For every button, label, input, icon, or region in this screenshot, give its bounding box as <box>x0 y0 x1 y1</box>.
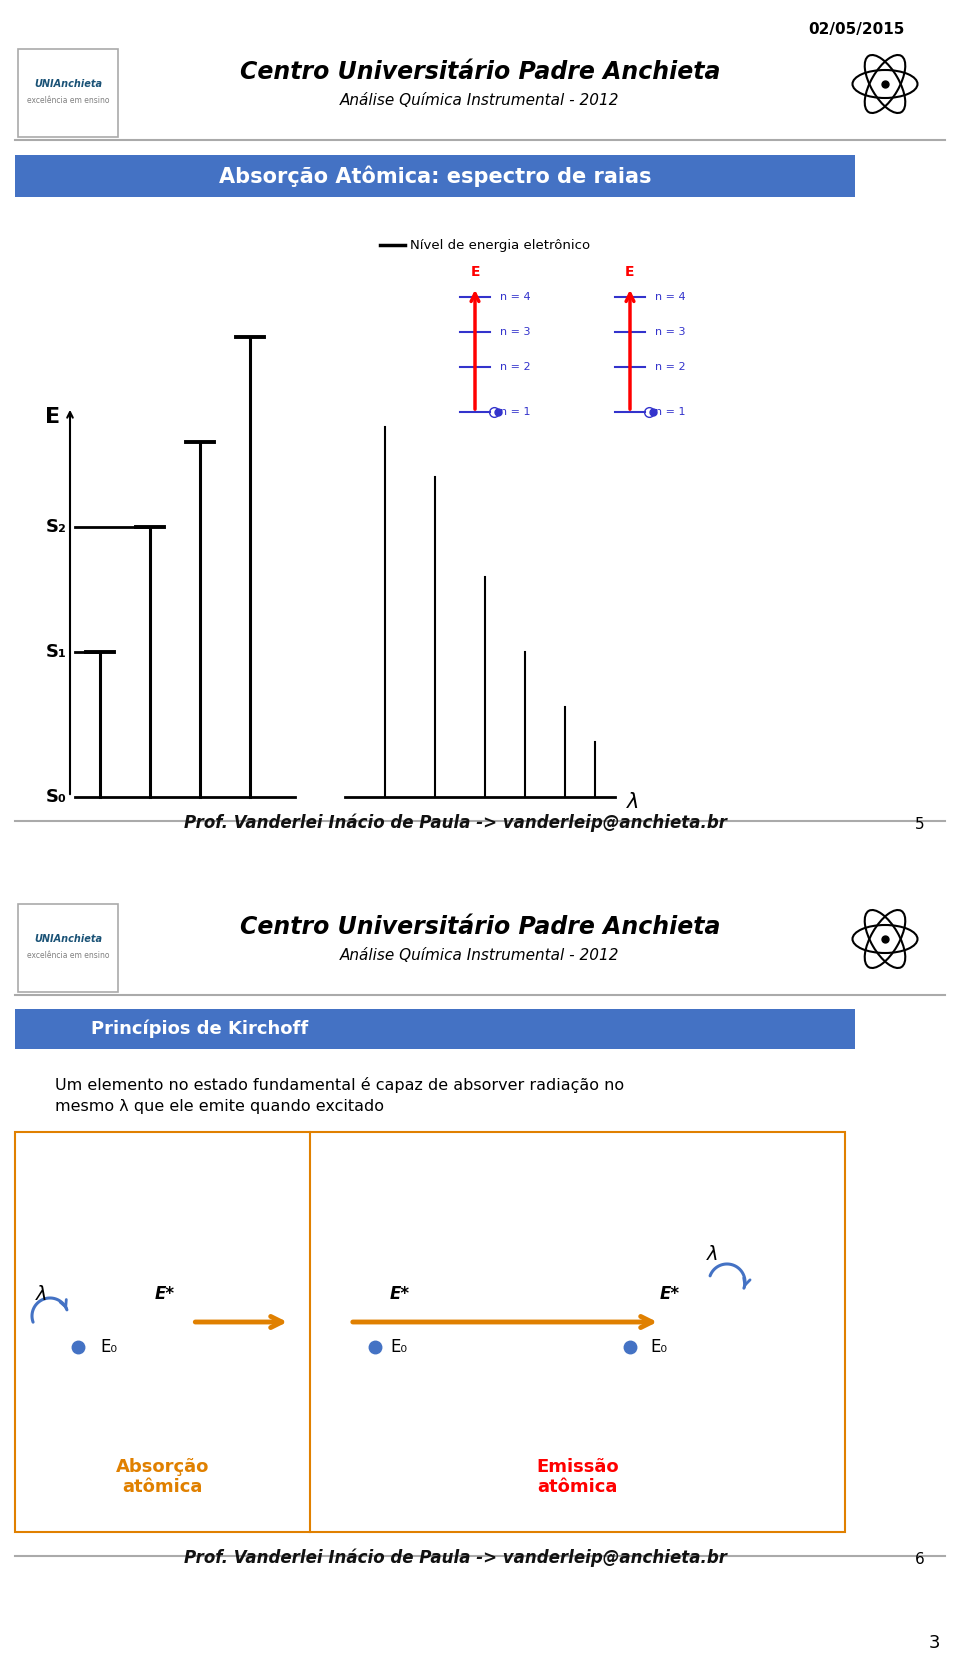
Text: E*: E* <box>390 1285 410 1303</box>
Text: Centro Universitário Padre Anchieta: Centro Universitário Padre Anchieta <box>240 916 720 939</box>
Text: n = 1: n = 1 <box>500 408 531 418</box>
Text: Prof. Vanderlei Inácio de Paula -> vanderleip@anchieta.br: Prof. Vanderlei Inácio de Paula -> vande… <box>183 1548 727 1566</box>
Text: E: E <box>625 265 635 278</box>
Text: E: E <box>45 408 60 428</box>
Text: S₀: S₀ <box>46 788 67 807</box>
Text: E₀: E₀ <box>650 1338 667 1357</box>
Text: 3: 3 <box>928 1633 940 1652</box>
Text: E₀: E₀ <box>390 1338 407 1357</box>
Text: E*: E* <box>660 1285 680 1303</box>
FancyBboxPatch shape <box>18 904 118 993</box>
FancyBboxPatch shape <box>15 1132 845 1533</box>
Text: n = 4: n = 4 <box>655 292 685 302</box>
Text: Princípios de Kirchoff: Princípios de Kirchoff <box>91 1020 308 1038</box>
Text: UNIAnchieta: UNIAnchieta <box>34 934 102 944</box>
Text: 6: 6 <box>915 1551 924 1566</box>
Text: mesmo λ que ele emite quando excitado: mesmo λ que ele emite quando excitado <box>55 1098 384 1114</box>
Text: excelência em ensino: excelência em ensino <box>27 96 109 104</box>
Text: S₁: S₁ <box>46 642 67 661</box>
Text: E₀: E₀ <box>100 1338 117 1357</box>
Text: n = 2: n = 2 <box>655 362 685 372</box>
Text: Análise Química Instrumental - 2012: Análise Química Instrumental - 2012 <box>340 948 620 963</box>
Text: λ: λ <box>627 792 639 812</box>
Text: n = 1: n = 1 <box>655 408 685 418</box>
Text: E: E <box>470 265 480 278</box>
Text: n = 3: n = 3 <box>655 327 685 337</box>
Text: Emissão
atômica: Emissão atômica <box>537 1457 619 1496</box>
Text: Um elemento no estado fundamental é capaz de absorver radiação no: Um elemento no estado fundamental é capa… <box>55 1077 624 1093</box>
Text: λ: λ <box>36 1285 48 1303</box>
Text: Absorção
atômica: Absorção atômica <box>116 1457 209 1496</box>
Text: Análise Química Instrumental - 2012: Análise Química Instrumental - 2012 <box>340 92 620 107</box>
Text: Centro Universitário Padre Anchieta: Centro Universitário Padre Anchieta <box>240 60 720 84</box>
FancyBboxPatch shape <box>18 49 118 138</box>
Text: 02/05/2015: 02/05/2015 <box>808 22 905 37</box>
Text: E*: E* <box>155 1285 175 1303</box>
Text: UNIAnchieta: UNIAnchieta <box>34 79 102 89</box>
Text: n = 2: n = 2 <box>500 362 531 372</box>
Text: Nível de energia eletrônico: Nível de energia eletrônico <box>410 238 590 252</box>
Text: 5: 5 <box>915 817 924 832</box>
Text: λ: λ <box>708 1246 719 1264</box>
FancyBboxPatch shape <box>15 154 855 196</box>
Text: S₂: S₂ <box>46 518 67 537</box>
Text: excelência em ensino: excelência em ensino <box>27 951 109 959</box>
FancyBboxPatch shape <box>15 1010 855 1050</box>
Text: n = 3: n = 3 <box>500 327 531 337</box>
Text: Prof. Vanderlei Inácio de Paula -> vanderleip@anchieta.br: Prof. Vanderlei Inácio de Paula -> vande… <box>183 813 727 832</box>
Text: n = 4: n = 4 <box>500 292 531 302</box>
Text: Absorção Atômica: espectro de raias: Absorção Atômica: espectro de raias <box>219 166 651 186</box>
